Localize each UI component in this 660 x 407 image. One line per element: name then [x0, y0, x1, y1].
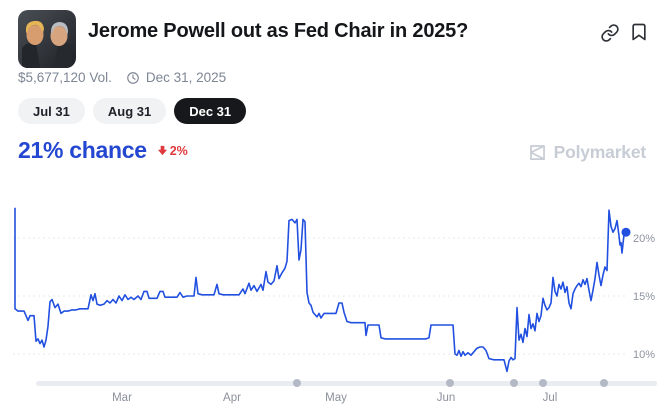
trump-powell-image [18, 10, 76, 68]
market-avatar [18, 10, 76, 68]
arrow-down-icon [157, 145, 167, 156]
market-meta: $5,677,120 Vol. Dec 31, 2025 [18, 70, 226, 85]
price-change: 2% [157, 144, 188, 158]
y-tick-label: 15% [633, 291, 655, 303]
current-price-dot [621, 227, 631, 237]
polymarket-logo-icon [529, 145, 545, 160]
tab-dec-31[interactable]: Dec 31 [174, 98, 247, 124]
end-date-text: Dec 31, 2025 [145, 70, 227, 85]
chance-row: 21% chance 2% [18, 137, 188, 164]
price-line [14, 207, 627, 373]
y-tick-label: 10% [633, 349, 655, 361]
timeline-scrubber-track[interactable] [36, 381, 657, 386]
x-tick-label-jun: Jun [436, 392, 456, 404]
copy-link-icon[interactable] [600, 23, 620, 43]
bookmark-icon[interactable] [629, 22, 649, 42]
tab-jul-31[interactable]: Jul 31 [18, 98, 85, 124]
timeline-marker-dot[interactable] [510, 379, 518, 387]
x-tick-label-apr: Apr [223, 392, 241, 404]
x-tick-label-jul: Jul [542, 392, 558, 404]
timeline-marker-dot[interactable] [539, 379, 547, 387]
x-tick-label-may: May [325, 392, 347, 404]
x-tick-label-mar: Mar [112, 392, 132, 404]
timeline-marker-dot[interactable] [293, 379, 301, 387]
price-change-value: 2% [169, 143, 188, 158]
polymarket-watermark: Polymarket [527, 142, 646, 163]
market-title: Jerome Powell out as Fed Chair in 2025? [88, 20, 469, 42]
clock-icon [127, 71, 139, 84]
outcome-tabs: Jul 31 Aug 31 Dec 31 [18, 98, 247, 124]
y-tick-label: 20% [633, 233, 655, 245]
price-chart[interactable]: 20% 15% 10% [0, 203, 660, 379]
timeline-marker-dot[interactable] [600, 379, 608, 387]
chance-value: 21% chance [18, 137, 147, 163]
tab-aug-31[interactable]: Aug 31 [92, 98, 167, 124]
volume-text: $5,677,120 Vol. [18, 70, 112, 85]
timeline-marker-dot[interactable] [446, 379, 454, 387]
polymarket-logo-text: Polymarket [553, 142, 647, 162]
